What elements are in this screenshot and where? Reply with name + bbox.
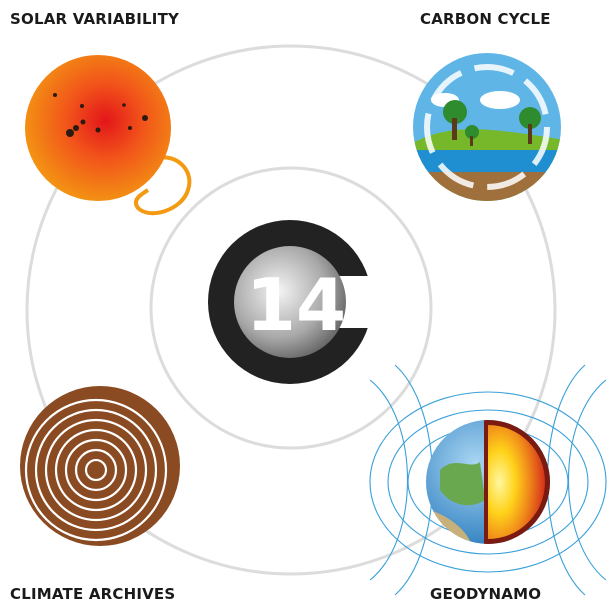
tree-rings-icon xyxy=(20,386,180,546)
node-label: CARBON CYCLE xyxy=(420,10,551,28)
node-label: SOLAR VARIABILITY xyxy=(10,10,180,28)
geodynamo-icon xyxy=(369,364,607,596)
node-label: CLIMATE ARCHIVES xyxy=(10,585,175,603)
center-label: 14 xyxy=(246,263,346,347)
outer-ring xyxy=(25,44,557,576)
carbon-cycle-icon xyxy=(413,53,561,201)
inner-ring xyxy=(149,166,433,450)
node-label: GEODYNAMO xyxy=(430,585,541,603)
c14-logo: 14 xyxy=(208,220,378,384)
sun-icon xyxy=(25,55,192,216)
